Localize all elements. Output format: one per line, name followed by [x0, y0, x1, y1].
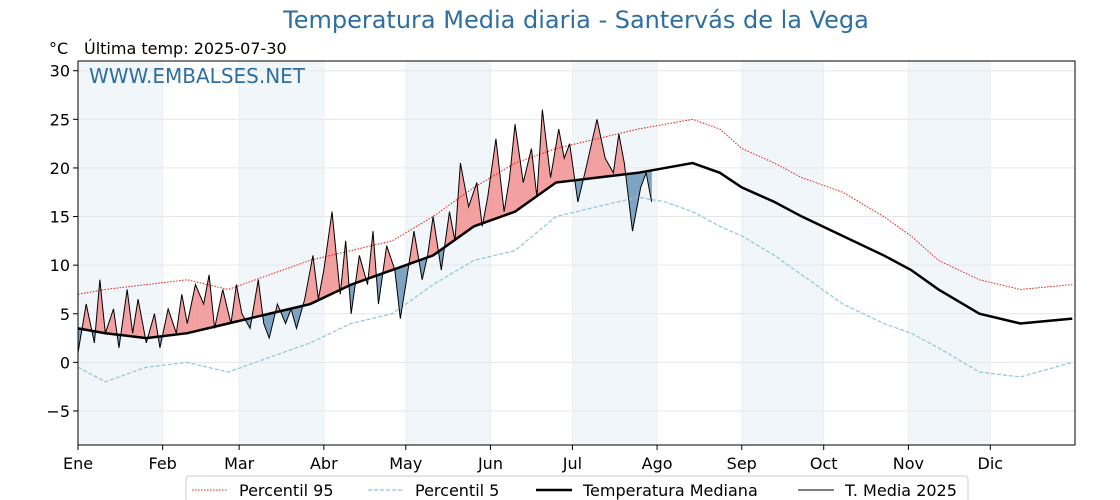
- legend-label-p5: Percentil 5: [415, 481, 499, 500]
- above-median-fill: [461, 170, 464, 236]
- series-lines: [77, 109, 1073, 383]
- x-tick-label: Jun: [477, 454, 503, 473]
- above-median-fill: [595, 119, 598, 179]
- above-median-fill: [494, 138, 497, 220]
- above-median-fill: [195, 284, 198, 332]
- above-median-fill: [594, 125, 596, 179]
- y-tick-label: 15: [50, 208, 70, 227]
- grid-lines: [77, 61, 1075, 445]
- above-median-fill: [514, 124, 517, 213]
- chart-title: Temperatura Media diaria - Santervás de …: [283, 6, 869, 34]
- above-median-fill: [568, 143, 570, 182]
- month-band: [405, 61, 491, 445]
- y-unit-label: °C: [49, 39, 69, 58]
- month-bands: [78, 61, 991, 445]
- series-line-p95: [77, 118, 1073, 295]
- x-axis: Ene Feb Mar Abr May Jun Jul Ago Sep Oct Nov Dic: [63, 445, 1003, 473]
- x-tick-label: Oct: [810, 454, 838, 473]
- watermark: WWW.EMBALSES.NET: [89, 64, 306, 88]
- x-tick-label: Sep: [727, 454, 757, 473]
- y-tick-label: 5: [60, 305, 70, 324]
- month-band: [741, 61, 824, 445]
- above-median-fill: [565, 150, 568, 182]
- above-median-fill: [596, 119, 599, 178]
- above-median-fill: [202, 300, 204, 330]
- above-median-fill: [472, 190, 475, 228]
- above-median-fill: [199, 294, 202, 331]
- legend-label-median: Temperatura Mediana: [582, 481, 758, 500]
- plot-frame: [77, 60, 1076, 446]
- y-tick-label: 20: [50, 159, 70, 178]
- above-median-fill: [529, 148, 532, 202]
- series-line-current: [77, 109, 653, 353]
- x-tick-label: May: [389, 454, 422, 473]
- y-tick-label: 30: [50, 62, 70, 81]
- above-median-fill: [197, 290, 200, 331]
- x-tick-label: Mar: [224, 454, 255, 473]
- x-tick-label: Dic: [978, 454, 1004, 473]
- x-tick-label: Ene: [63, 454, 93, 473]
- x-tick-label: Nov: [893, 454, 924, 473]
- series-line-median: [77, 161, 1073, 340]
- y-tick-label: −5: [46, 402, 70, 421]
- above-median-fill: [460, 163, 462, 237]
- legend-label-p95: Percentil 95: [239, 481, 334, 500]
- above-median-fill: [473, 186, 476, 227]
- x-tick-label: Abr: [310, 454, 338, 473]
- above-median-fill: [471, 194, 473, 229]
- above-median-fill: [566, 147, 569, 182]
- series-line-p5: [77, 196, 1073, 383]
- legend: Percentil 95 Percentil 5 Temperatura Media…: [185, 475, 969, 500]
- above-median-fill: [475, 182, 477, 227]
- above-median-fill: [528, 154, 531, 203]
- y-axis: −5 0 5 10 15 20 25 30: [46, 62, 78, 421]
- month-band: [572, 61, 658, 445]
- above-median-fill: [200, 297, 203, 331]
- month-band: [908, 61, 991, 445]
- y-tick-label: 0: [60, 353, 70, 372]
- above-median-fill: [196, 287, 199, 332]
- last-temp-label: Última temp: 2025-07-30: [84, 39, 287, 58]
- month-band: [78, 61, 163, 445]
- month-band: [239, 61, 324, 445]
- y-tick-label: 10: [50, 256, 70, 275]
- legend-box: [185, 475, 969, 500]
- legend-label-current: T. Media 2025: [844, 481, 957, 500]
- above-median-fill: [330, 211, 333, 295]
- x-tick-label: Ago: [642, 454, 673, 473]
- x-tick-label: Feb: [149, 454, 177, 473]
- y-tick-label: 25: [50, 110, 70, 129]
- x-tick-label: Jul: [562, 454, 582, 473]
